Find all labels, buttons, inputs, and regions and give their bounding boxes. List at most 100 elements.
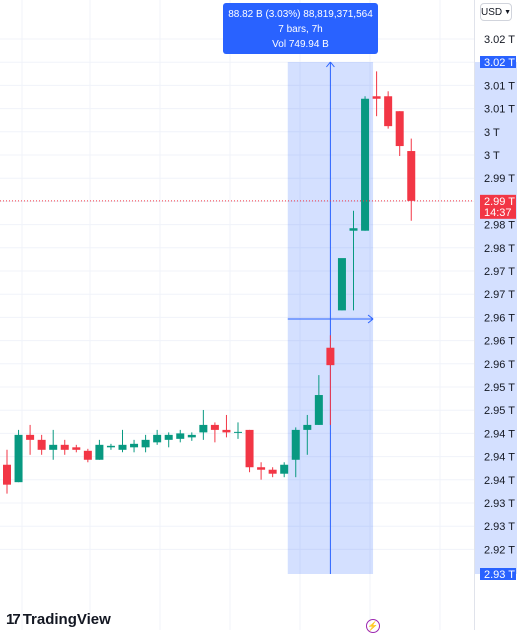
candle-body bbox=[338, 258, 346, 310]
candle-body bbox=[396, 111, 404, 146]
price-axis-label: 3.01 T bbox=[484, 80, 515, 92]
candle bbox=[234, 422, 242, 438]
candle-body bbox=[153, 435, 161, 442]
price-axis-label: 3 T bbox=[484, 127, 500, 139]
tradingview-logo[interactable]: 17 TradingView bbox=[6, 611, 111, 628]
candle bbox=[373, 71, 381, 116]
candle-body bbox=[61, 445, 69, 450]
candle-body bbox=[107, 446, 115, 447]
price-axis-label: 2.98 T bbox=[484, 220, 515, 232]
candle-body bbox=[84, 451, 92, 460]
candle bbox=[280, 462, 288, 477]
candle-body bbox=[95, 445, 103, 460]
tradingview-wordmark: TradingView bbox=[23, 611, 111, 628]
candle-body bbox=[222, 430, 230, 432]
tradingview-mark-icon: 17 bbox=[6, 611, 19, 628]
chart-grid bbox=[0, 0, 474, 630]
candle-body bbox=[211, 425, 219, 430]
price-axis-label: 2.97 T bbox=[484, 289, 515, 301]
price-axis-label: 2.94 T bbox=[484, 475, 515, 487]
price-axis-label: 3.01 T bbox=[484, 104, 515, 116]
candle-body bbox=[119, 445, 127, 450]
candle bbox=[176, 430, 184, 442]
measure-bottom-price-tag: 2.93 T bbox=[484, 569, 515, 581]
candle-body bbox=[280, 465, 288, 474]
price-axis-label: 2.96 T bbox=[484, 336, 515, 348]
price-axis[interactable]: 3.02 T 3.02 T 3.01 T 3.01 T 3 T 3 T 2.99 T 2.98… bbox=[475, 0, 517, 630]
candle bbox=[142, 435, 150, 452]
candle-body bbox=[257, 467, 265, 469]
candle-body bbox=[72, 447, 80, 449]
candle bbox=[222, 415, 230, 437]
price-axis-label: 2.96 T bbox=[484, 312, 515, 324]
candle-body bbox=[292, 430, 300, 460]
candle bbox=[396, 111, 404, 156]
candle bbox=[15, 430, 23, 482]
candle-body bbox=[165, 435, 173, 440]
candle bbox=[165, 432, 173, 447]
price-axis-label: 2.97 T bbox=[484, 266, 515, 278]
candle-body bbox=[373, 96, 381, 98]
candle bbox=[338, 258, 346, 310]
candle bbox=[361, 96, 369, 230]
measure-bars-text: 7 bars, 7h bbox=[223, 22, 378, 37]
price-axis-label: 2.98 T bbox=[484, 243, 515, 255]
price-axis-label: 2.93 T bbox=[484, 498, 515, 510]
candle-body bbox=[188, 435, 196, 437]
measure-change-text: 88.82 B (3.03%) 88,819,371,564 bbox=[223, 7, 378, 22]
current-price-tag: 14:37 bbox=[484, 207, 512, 219]
candle bbox=[38, 435, 46, 455]
candle-body bbox=[3, 465, 11, 485]
candle bbox=[199, 410, 207, 440]
candle bbox=[49, 430, 57, 460]
currency-selector[interactable]: USD ▼ bbox=[480, 3, 512, 21]
candle-body bbox=[49, 445, 57, 450]
candle bbox=[130, 440, 138, 452]
candle bbox=[257, 462, 265, 479]
lightning-icon[interactable]: ⚡ bbox=[366, 619, 380, 633]
price-axis-label: 2.93 T bbox=[484, 521, 515, 533]
candle bbox=[95, 440, 103, 460]
candle-body bbox=[15, 435, 23, 482]
candle bbox=[269, 467, 277, 477]
candle-body bbox=[130, 444, 138, 447]
candle bbox=[26, 425, 34, 455]
candle-body bbox=[246, 430, 254, 467]
candle bbox=[84, 449, 92, 462]
measure-tooltip: 88.82 B (3.03%) 88,819,371,564 7 bars, 7… bbox=[223, 3, 378, 54]
candle-body bbox=[142, 440, 150, 447]
candle-body bbox=[384, 96, 392, 126]
candle-body bbox=[269, 470, 277, 474]
price-axis-label: 2.92 T bbox=[484, 544, 515, 556]
candle bbox=[211, 422, 219, 442]
candle bbox=[407, 139, 415, 221]
price-axis-label: 2.99 T bbox=[484, 173, 515, 185]
candle bbox=[246, 430, 254, 472]
currency-label: USD bbox=[481, 7, 502, 18]
candle-body bbox=[38, 440, 46, 450]
candle-body bbox=[26, 435, 34, 440]
price-axis-label: 2.94 T bbox=[484, 428, 515, 440]
price-axis-label: 2.95 T bbox=[484, 382, 515, 394]
candle-body bbox=[303, 425, 311, 430]
candle-body bbox=[361, 99, 369, 231]
candle-body bbox=[176, 433, 184, 438]
candle-body bbox=[407, 151, 415, 201]
measure-top-price-tag: 3.02 T bbox=[484, 57, 515, 69]
candle bbox=[384, 91, 392, 128]
candle-body bbox=[326, 348, 334, 365]
price-axis-label: 3.02 T bbox=[484, 34, 515, 46]
measure-volume-text: Vol 749.94 B bbox=[223, 37, 378, 52]
chevron-down-icon: ▼ bbox=[504, 9, 511, 16]
candle-body bbox=[350, 228, 358, 230]
candle bbox=[61, 440, 69, 455]
candle bbox=[107, 444, 115, 450]
price-axis-label: 2.95 T bbox=[484, 405, 515, 417]
price-axis-label: 2.94 T bbox=[484, 452, 515, 464]
price-axis-label: 2.96 T bbox=[484, 359, 515, 371]
candle-body bbox=[234, 432, 242, 433]
candle bbox=[72, 445, 80, 452]
candle-body bbox=[315, 395, 323, 425]
price-axis-label: 3 T bbox=[484, 150, 500, 162]
